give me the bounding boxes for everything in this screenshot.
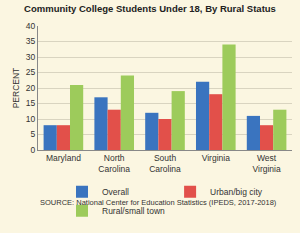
svg-text:NorthCarolina: NorthCarolina <box>98 153 130 174</box>
svg-text:Urban/big city: Urban/big city <box>210 187 263 197</box>
svg-text:Maryland: Maryland <box>46 153 81 163</box>
svg-text:SOURCE: National Center for Ed: SOURCE: National Center for Education St… <box>40 198 277 207</box>
svg-text:WestVirginia: WestVirginia <box>252 153 280 174</box>
svg-text:Rural/small town: Rural/small town <box>102 206 165 216</box>
svg-text:Virginia: Virginia <box>202 153 230 163</box>
svg-text:PERCENT: PERCENT <box>11 68 21 109</box>
svg-text:40: 40 <box>26 21 36 31</box>
svg-text:Overall: Overall <box>102 187 129 197</box>
svg-text:20: 20 <box>26 83 36 93</box>
svg-text:30: 30 <box>26 52 36 62</box>
svg-text:5: 5 <box>31 129 36 139</box>
svg-text:Community College Students Und: Community College Students Under 18, By … <box>24 3 276 14</box>
svg-text:10: 10 <box>26 114 36 124</box>
svg-text:25: 25 <box>26 67 36 77</box>
svg-text:35: 35 <box>26 36 36 46</box>
svg-text:SouthCarolina: SouthCarolina <box>149 153 181 174</box>
svg-text:0: 0 <box>31 145 36 155</box>
svg-text:15: 15 <box>26 98 36 108</box>
